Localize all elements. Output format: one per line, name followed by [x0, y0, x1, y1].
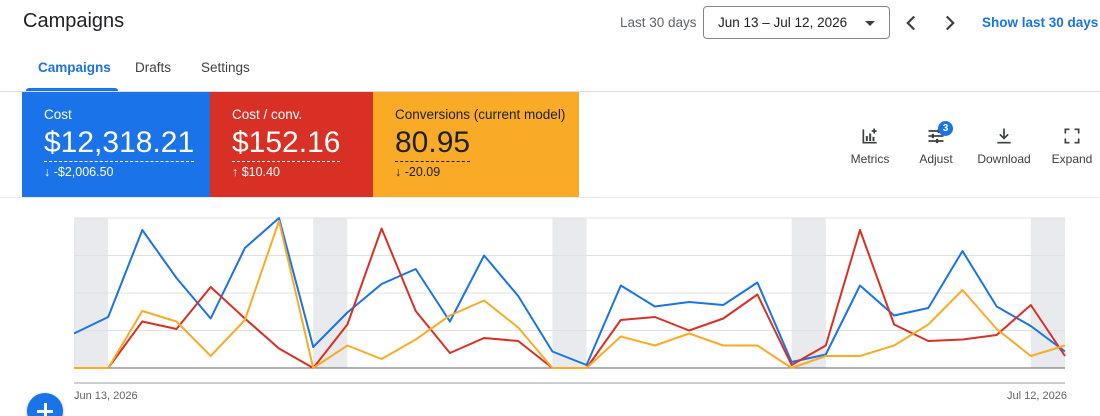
- next-period-button[interactable]: [937, 10, 963, 36]
- performance-chart: Jun 13, 2026 Jul 12, 2026: [0, 198, 1100, 416]
- active-tab-indicator: [26, 88, 118, 91]
- scorecard-value: $12,318.21: [44, 126, 195, 162]
- scorecard-conversions[interactable]: Conversions (current model) 80.95 ↓ -20.…: [373, 92, 579, 197]
- scorecard-cost-per-conversion[interactable]: Cost / conv. $152.16 ↑ $10.40: [210, 92, 373, 197]
- tab-drafts[interactable]: Drafts: [135, 60, 172, 75]
- tab-settings[interactable]: Settings: [201, 60, 250, 75]
- metrics-button[interactable]: Metrics: [838, 126, 902, 174]
- date-range-value: Jun 13 – Jul 12, 2026: [718, 15, 848, 30]
- page-header: Campaigns Last 30 days Jun 13 – Jul 12, …: [0, 0, 1100, 48]
- scorecard-label: Cost / conv.: [232, 107, 303, 122]
- download-button[interactable]: Download: [972, 126, 1036, 174]
- fullscreen-icon: [1064, 128, 1080, 144]
- scorecard-delta: ↓ -$2,006.50: [44, 165, 114, 179]
- series-line-0: [73, 217, 1066, 366]
- divider: [0, 197, 1100, 198]
- expand-button[interactable]: Expand: [1040, 126, 1100, 174]
- page-title: Campaigns: [23, 10, 125, 32]
- add-campaign-button[interactable]: [27, 393, 63, 416]
- metrics-label: Metrics: [850, 152, 890, 166]
- scorecard-delta: ↓ -20.09: [395, 165, 441, 179]
- scorecard-label: Conversions (current model): [395, 107, 566, 122]
- x-tick-label-end: Jul 12, 2026: [1007, 390, 1067, 402]
- date-range-label: Last 30 days: [620, 15, 697, 30]
- tab-bar: Campaigns Drafts Settings: [0, 48, 1100, 92]
- scorecard-delta: ↑ $10.40: [232, 165, 280, 179]
- previous-period-button[interactable]: [898, 10, 924, 36]
- arrow-down-icon: ↓: [44, 165, 51, 179]
- scorecard-label: Cost: [44, 107, 72, 122]
- chevron-right-icon: [945, 15, 955, 31]
- x-tick-label-start: Jun 13, 2026: [74, 390, 138, 402]
- show-last-30-days-link[interactable]: Show last 30 days: [982, 15, 1099, 30]
- chevron-down-icon: [865, 21, 875, 26]
- adjust-label: Adjust: [919, 152, 953, 166]
- series-line-2: [74, 220, 1066, 369]
- adjust-button[interactable]: 3 Adjust: [904, 121, 968, 174]
- chevron-left-icon: [906, 15, 916, 31]
- download-label: Download: [977, 152, 1031, 166]
- adjust-count-badge: 3: [938, 121, 953, 136]
- date-range-picker[interactable]: Jun 13 – Jul 12, 2026: [703, 6, 890, 39]
- scorecard-value: 80.95: [395, 126, 471, 162]
- arrow-up-icon: ↑: [232, 165, 239, 179]
- tab-campaigns[interactable]: Campaigns: [38, 60, 111, 75]
- chart-canvas: [73, 217, 1066, 384]
- bar-chart-add-icon: [862, 128, 877, 144]
- scorecard-cost[interactable]: Cost $12,318.21 ↓ -$2,006.50: [22, 92, 210, 197]
- arrow-down-icon: ↓: [395, 165, 402, 179]
- expand-label: Expand: [1051, 152, 1093, 166]
- scorecard-value: $152.16: [232, 126, 341, 162]
- download-icon: [997, 128, 1011, 144]
